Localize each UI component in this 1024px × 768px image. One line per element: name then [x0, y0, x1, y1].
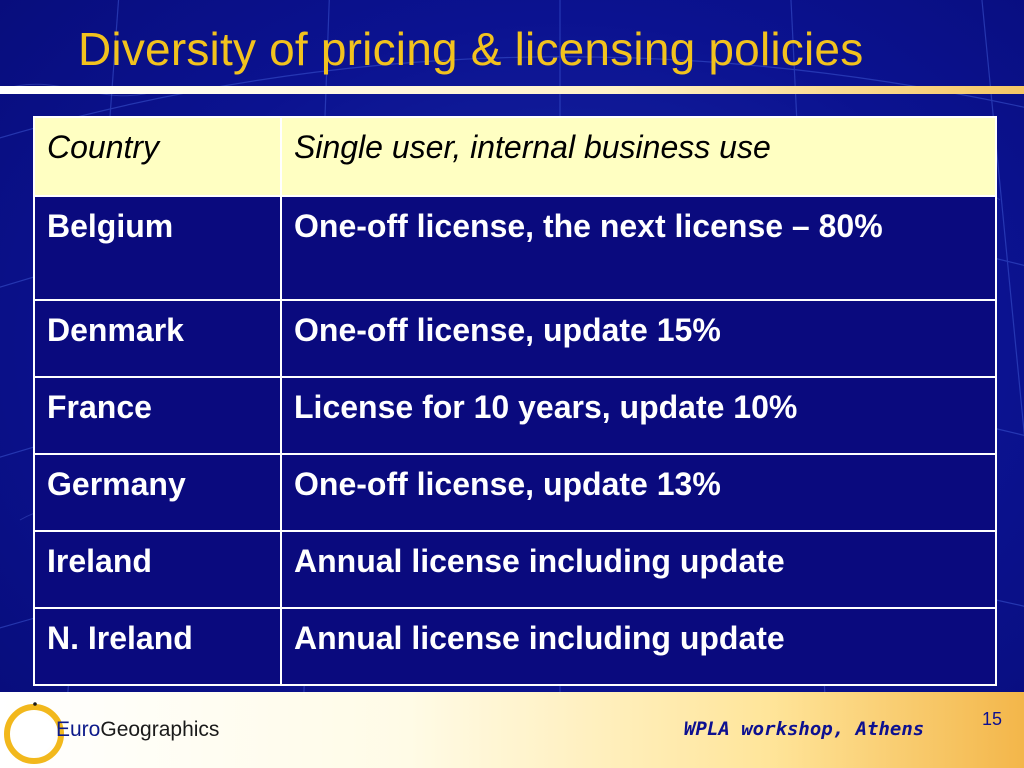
slide-title: Diversity of pricing & licensing policie…	[78, 23, 864, 75]
policy-cell: One-off license, update 13%	[280, 453, 997, 532]
table-row: France License for 10 years, update 10%	[33, 376, 997, 455]
table-row: Denmark One-off license, update 15%	[33, 299, 997, 378]
country-cell: Ireland	[33, 530, 282, 609]
logo-wordmark-euro: Euro	[56, 718, 101, 741]
logo-wordmark-geographics: Geographics	[100, 718, 220, 741]
country-cell: Belgium	[33, 195, 282, 301]
logo-wordmark: EuroGeographics	[56, 718, 219, 742]
table-header-row: Country Single user, internal business u…	[33, 116, 997, 197]
country-cell: N. Ireland	[33, 607, 282, 686]
policy-cell: One-off license, update 15%	[280, 299, 997, 378]
table-row: Belgium One-off license, the next licens…	[33, 195, 997, 301]
policy-cell: Annual license including update	[280, 530, 997, 609]
policy-cell: One-off license, the next license – 80%	[280, 195, 997, 301]
header-policy: Single user, internal business use	[280, 116, 997, 197]
page-number: 15	[982, 709, 1003, 729]
footer-band	[0, 692, 1024, 768]
country-cell: Germany	[33, 453, 282, 532]
header-country: Country	[33, 116, 282, 197]
eurogeographics-logo-icon	[4, 702, 64, 764]
table-row: Germany One-off license, update 13%	[33, 453, 997, 532]
title-underline	[0, 86, 1024, 94]
policy-cell: License for 10 years, update 10%	[280, 376, 997, 455]
footer-event-label: WPLA workshop, Athens	[684, 718, 925, 740]
table-row: Ireland Annual license including update	[33, 530, 997, 609]
policy-cell: Annual license including update	[280, 607, 997, 686]
table-row: N. Ireland Annual license including upda…	[33, 607, 997, 686]
country-cell: Denmark	[33, 299, 282, 378]
country-cell: France	[33, 376, 282, 455]
pricing-policy-table: Country Single user, internal business u…	[33, 116, 997, 686]
